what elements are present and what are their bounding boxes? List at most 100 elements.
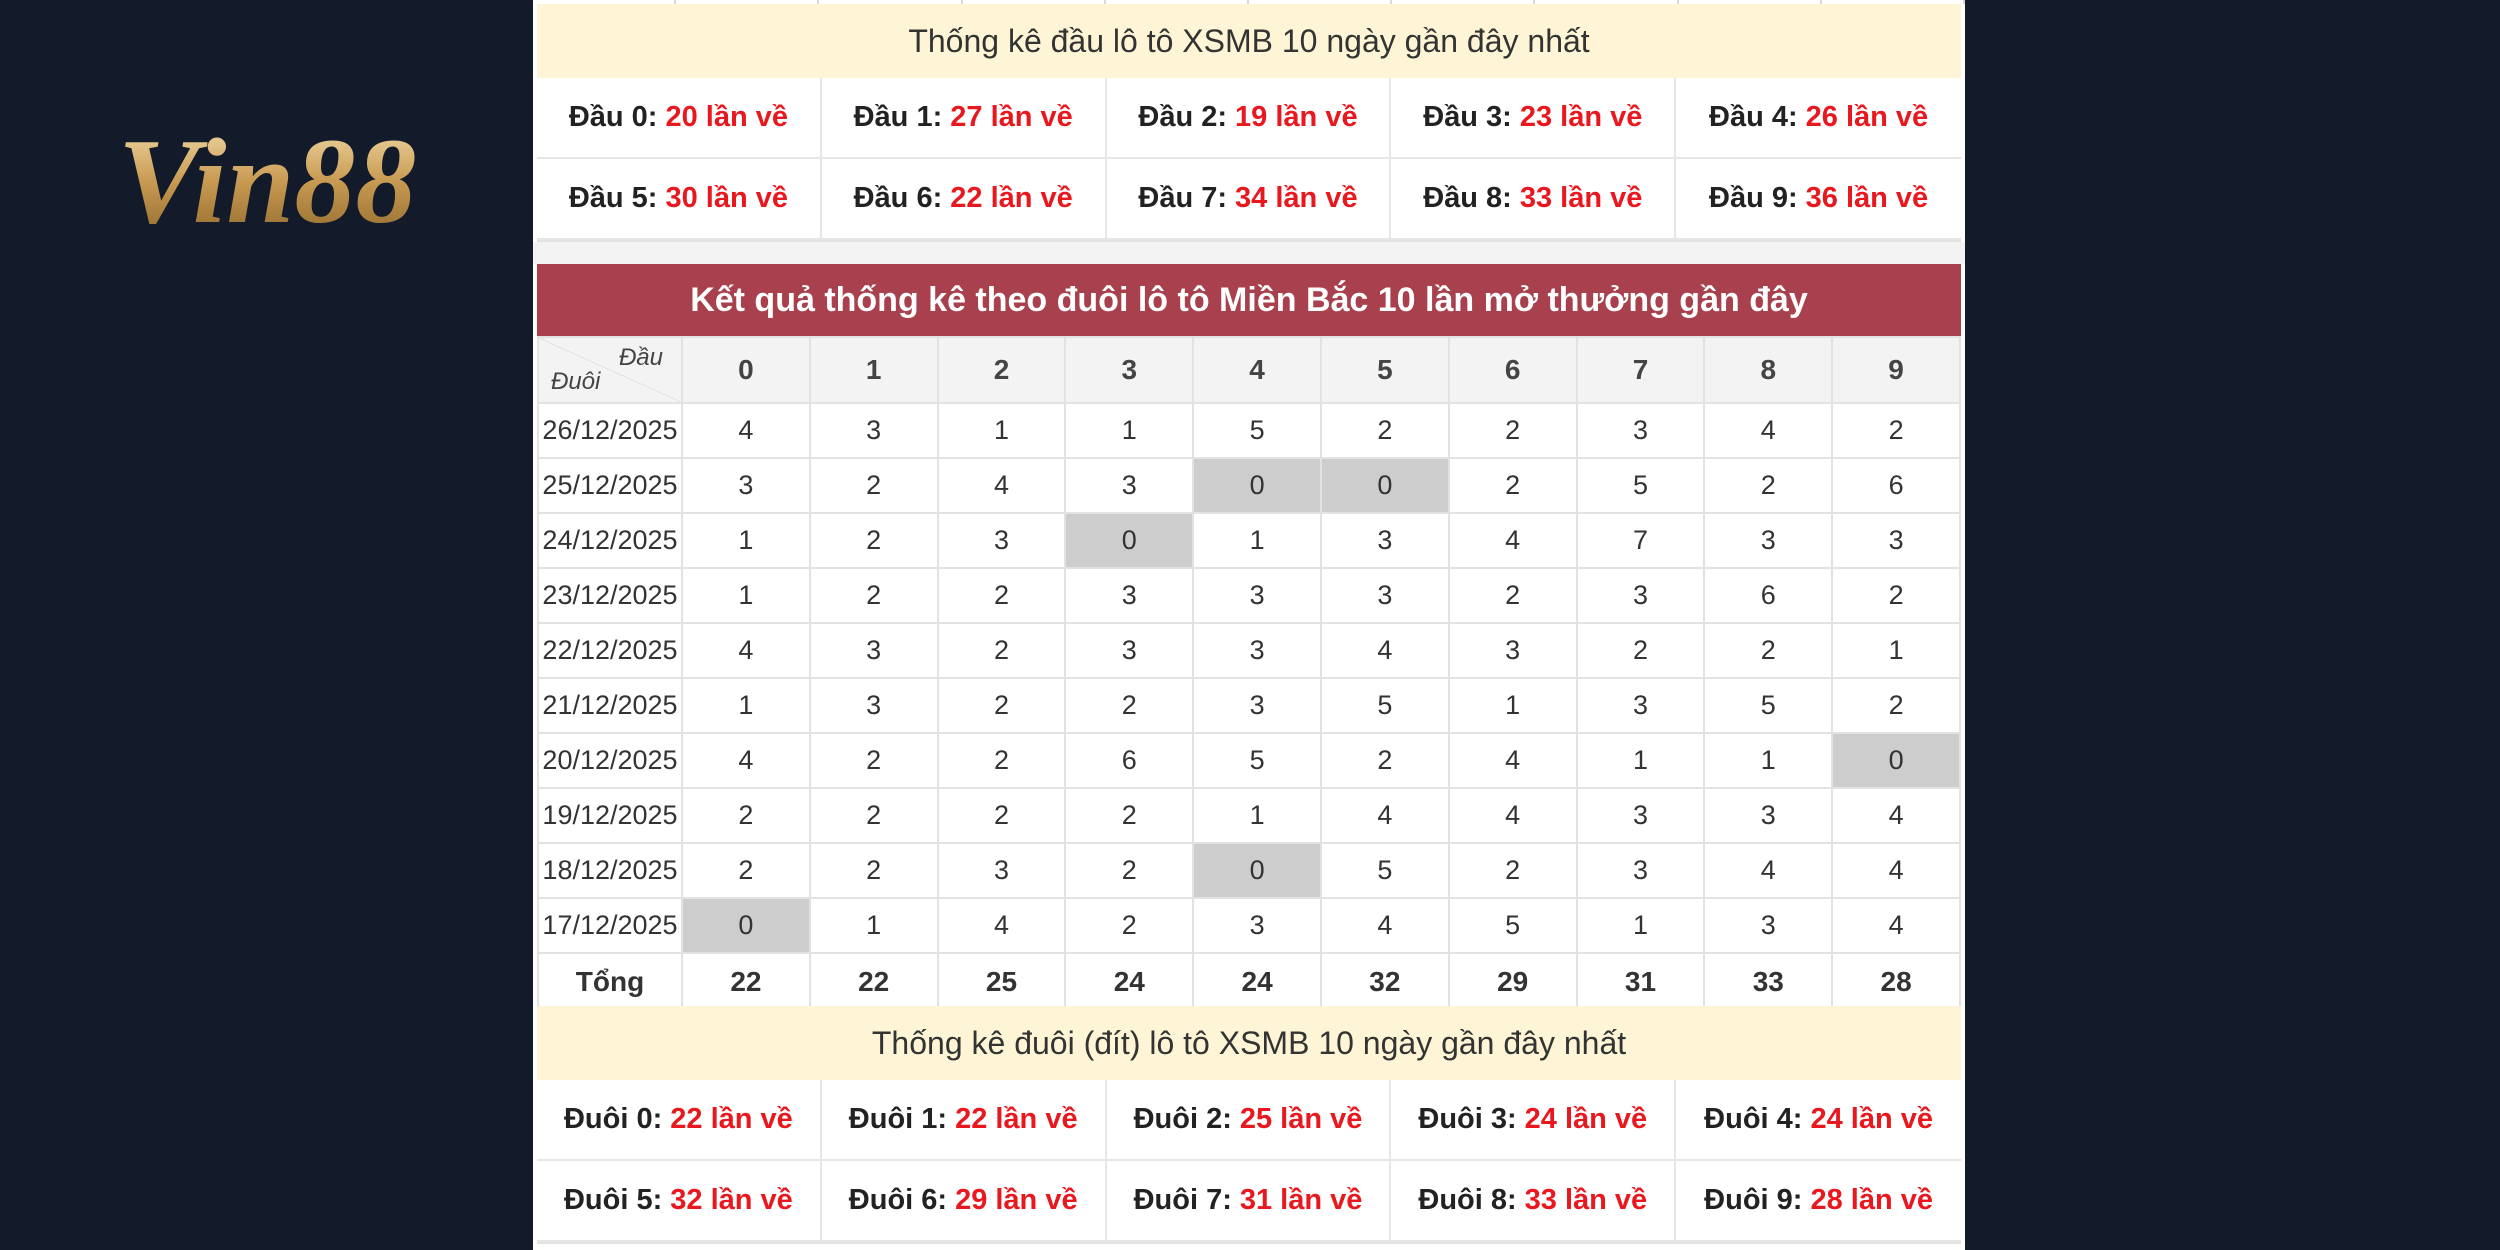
tail-stat-cell: Đuôi 2: 25 lần về — [1106, 1080, 1392, 1161]
tail-stat-label: Đuôi 2: — [1133, 1103, 1232, 1135]
table-cell: 2 — [1319, 402, 1450, 459]
head-stat-label: Đầu 6: — [853, 182, 943, 214]
table-cell: 1 — [1192, 787, 1322, 844]
table-cell: 0 — [1192, 457, 1322, 514]
row-date: 26/12/2025 — [537, 402, 683, 459]
tail-stat-count: 33 lần về — [1524, 1184, 1648, 1216]
table-cell: 5 — [1703, 677, 1834, 734]
total-cell: 29 — [1447, 952, 1578, 1012]
tail-stat-count: 25 lần về — [1239, 1103, 1363, 1135]
head-stat-count: 36 lần về — [1805, 182, 1929, 214]
total-cell: 22 — [808, 952, 939, 1012]
column-header: 8 — [1703, 336, 1834, 404]
table-cell: 4 — [1447, 787, 1578, 844]
row-date: 24/12/2025 — [537, 512, 683, 569]
table-row: 22/12/2025 4 3 2 3 3 4 3 2 2 1 — [537, 622, 1961, 679]
table-cell: 6 — [1064, 732, 1195, 789]
table-cell: 5 — [1192, 732, 1322, 789]
tail-stat-cell: Đuôi 4: 24 lần về — [1676, 1080, 1961, 1161]
table-row: 19/12/2025 2 2 2 2 1 4 4 3 3 4 — [537, 787, 1961, 844]
table-cell: 3 — [1575, 787, 1706, 844]
tail-stat-label: Đuôi 5: — [563, 1184, 663, 1216]
table-cell: 1 — [1575, 732, 1706, 789]
table-cell: 2 — [808, 787, 939, 844]
top-table-edge — [533, 0, 1966, 4]
head-stat-label: Đầu 9: — [1709, 182, 1798, 214]
table-cell: 2 — [1064, 842, 1195, 899]
lottery-stats-panel: Thống kê đầu lô tô XSMB 10 ngày gần đây … — [533, 0, 1966, 1250]
table-cell: 3 — [808, 677, 939, 734]
table-cell: 2 — [1064, 677, 1195, 734]
column-header: 2 — [936, 336, 1067, 404]
table-cell: 4 — [936, 457, 1067, 514]
total-cell: 32 — [1319, 952, 1450, 1012]
table-cell: 1 — [1575, 897, 1706, 954]
head-stat-label: Đầu 5: — [568, 182, 658, 214]
head-stat-cell: Đầu 3: 23 lần về — [1391, 78, 1677, 159]
total-label: Tổng — [537, 952, 683, 1012]
tail-stat-count: 24 lần về — [1524, 1103, 1648, 1135]
table-cell: 0 — [1192, 842, 1322, 899]
table-cell: 5 — [1319, 677, 1450, 734]
table-cell: 2 — [936, 567, 1067, 624]
head-stat-count: 27 lần về — [950, 101, 1073, 133]
table-cell: 4 — [1447, 732, 1578, 789]
table-cell: 5 — [1575, 457, 1706, 514]
table-cell: 3 — [1064, 622, 1195, 679]
table-cell: 1 — [681, 512, 811, 569]
table-cell: 3 — [1703, 897, 1834, 954]
tail-stats-grid: Đuôi 0: 22 lần về Đuôi 1: 22 lần về Đuôi 2: 2… — [537, 1080, 1961, 1244]
table-cell: 4 — [1831, 787, 1961, 844]
table-cell: 2 — [936, 677, 1067, 734]
tail-stat-label: Đuôi 8: — [1418, 1184, 1517, 1216]
total-row: Tổng 22 22 25 24 24 32 29 31 33 28 — [537, 952, 1961, 1012]
tail-stat-cell: Đuôi 9: 28 lần về — [1676, 1161, 1961, 1242]
tail-stat-label: Đuôi 6: — [848, 1184, 948, 1216]
tail-stat-cell: Đuôi 0: 22 lần về — [537, 1080, 822, 1161]
tail-stat-label: Đuôi 1: — [848, 1103, 948, 1135]
table-cell: 0 — [681, 897, 811, 954]
corner-cell: Đầu Đuôi — [537, 336, 683, 404]
table-row: 26/12/2025 4 3 1 1 5 2 2 3 4 2 — [537, 402, 1961, 459]
head-stat-cell: Đầu 7: 34 lần về — [1106, 159, 1392, 240]
table-cell: 3 — [1064, 567, 1195, 624]
tail-stat-cell: Đuôi 1: 22 lần về — [821, 1080, 1107, 1161]
table-cell: 3 — [1192, 677, 1322, 734]
logo-text: Vin88 — [118, 118, 416, 236]
column-header: 3 — [1064, 336, 1195, 404]
table-cell: 2 — [1703, 457, 1834, 514]
table-cell: 3 — [1575, 677, 1706, 734]
table-cell: 1 — [681, 567, 811, 624]
table-cell: 2 — [936, 787, 1067, 844]
table-cell: 3 — [1575, 567, 1706, 624]
table-row: 21/12/2025 1 3 2 2 3 5 1 3 5 2 — [537, 677, 1961, 734]
table-cell: 2 — [1447, 402, 1578, 459]
table-cell: 3 — [1064, 457, 1195, 514]
head-stat-cell: Đầu 0: 20 lần về — [537, 78, 822, 159]
table-cell: 4 — [1319, 787, 1450, 844]
total-cell: 25 — [936, 952, 1067, 1012]
tail-stat-count: 22 lần về — [670, 1103, 793, 1135]
table-cell: 2 — [1831, 677, 1961, 734]
total-cell: 24 — [1192, 952, 1322, 1012]
table-cell: 2 — [1064, 787, 1195, 844]
table-cell: 3 — [1575, 842, 1706, 899]
table-cell: 0 — [1064, 512, 1195, 569]
table-cell: 1 — [808, 897, 939, 954]
table-cell: 3 — [1703, 787, 1834, 844]
table-cell: 4 — [1831, 897, 1961, 954]
table-cell: 2 — [1064, 897, 1195, 954]
table-cell: 4 — [1447, 512, 1578, 569]
table-cell: 4 — [1703, 842, 1834, 899]
table-cell: 1 — [1064, 402, 1195, 459]
table-cell: 2 — [1575, 622, 1706, 679]
table-cell: 2 — [1831, 402, 1961, 459]
head-stat-count: 23 lần về — [1519, 101, 1643, 133]
table-cell: 4 — [1703, 402, 1834, 459]
tail-stat-label: Đuôi 0: — [563, 1103, 663, 1135]
table-cell: 4 — [681, 622, 811, 679]
head-stat-cell: Đầu 8: 33 lần về — [1391, 159, 1677, 240]
head-stat-count: 30 lần về — [665, 182, 788, 214]
table-cell: 2 — [936, 622, 1067, 679]
head-stat-cell: Đầu 2: 19 lần về — [1106, 78, 1392, 159]
